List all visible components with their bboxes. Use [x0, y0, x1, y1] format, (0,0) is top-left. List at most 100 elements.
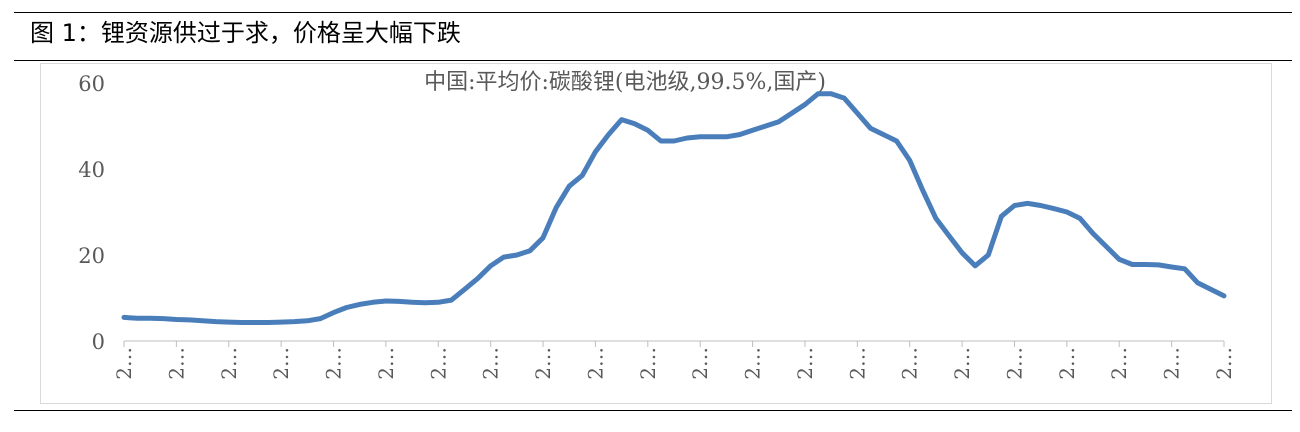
x-tick-label: 2…: [1160, 347, 1184, 380]
data-point: [1157, 263, 1160, 267]
x-tick-label: 2…: [531, 347, 555, 380]
data-point: [148, 316, 152, 320]
data-point: [410, 300, 414, 304]
data-point: [1065, 210, 1069, 214]
data-point: [882, 133, 885, 137]
data-point: [1091, 232, 1095, 235]
data-point: [174, 318, 178, 321]
data-point: [567, 184, 571, 188]
data-point: [698, 135, 702, 139]
data-point: [724, 135, 728, 139]
title-rule: [14, 60, 1292, 61]
y-tick-label: 60: [78, 72, 105, 96]
data-point: [620, 118, 624, 122]
data-point: [476, 277, 480, 281]
x-tick-label: 2…: [741, 347, 765, 380]
data-point: [986, 253, 990, 257]
data-point: [921, 189, 925, 192]
x-tick-label: 2…: [1212, 347, 1236, 380]
data-point: [541, 236, 545, 240]
data-point: [214, 320, 218, 324]
x-tick-label: 2…: [374, 347, 398, 380]
data-point: [868, 126, 872, 130]
x-tick-label: 2…: [950, 347, 974, 380]
x-tick-label: 2…: [164, 347, 188, 380]
data-point: [633, 122, 637, 126]
data-point: [842, 96, 846, 100]
data-point: [292, 320, 296, 324]
series-group: [121, 91, 1227, 325]
data-point: [463, 287, 466, 291]
data-point: [135, 316, 139, 320]
x-tick-label: 2…: [112, 347, 136, 380]
data-point: [161, 317, 165, 321]
x-tick-label: 2…: [898, 347, 922, 380]
data-point: [1104, 244, 1108, 248]
data-point: [829, 92, 833, 96]
data-point: [188, 318, 191, 322]
data-point: [253, 321, 257, 324]
x-axis-labels: 2… 2… 2… 2… 2… 2… 2… 2… 2… 2… 2… 2… 2… 2… 2… 2… 2… 2… 2… 2……: [112, 347, 1236, 380]
data-point: [1078, 216, 1082, 220]
data-point: [659, 139, 663, 143]
data-point: [751, 128, 755, 132]
y-tick-label: 0: [92, 330, 105, 354]
data-point: [685, 136, 689, 140]
data-point: [738, 133, 741, 137]
x-tick-label: 2…: [217, 347, 241, 380]
data-point: [397, 299, 401, 303]
figure-title: 图 1：锂资源供过于求，价格呈大幅下跌: [30, 19, 461, 47]
chart-frame: [40, 63, 1272, 404]
data-point: [1117, 257, 1121, 261]
data-point: [371, 300, 375, 304]
data-point: [960, 251, 964, 255]
x-tick-label: 2…: [426, 347, 450, 380]
data-point: [593, 150, 597, 154]
data-point: [449, 298, 453, 302]
data-point: [1013, 204, 1016, 207]
data-point: [266, 321, 270, 324]
data-point: [1052, 207, 1056, 211]
data-point: [580, 173, 584, 177]
data-point: [672, 139, 676, 143]
data-point: [607, 133, 610, 137]
data-point: [240, 321, 244, 324]
x-axis-ticks: [123, 341, 1225, 347]
data-point: [515, 253, 519, 257]
x-tick-label: 2…: [636, 347, 660, 380]
x-tick-label: 2…: [322, 347, 346, 380]
data-point: [423, 301, 427, 305]
data-point: [908, 158, 912, 162]
x-tick-label: 2…: [269, 347, 293, 380]
x-tick-label: 2…: [793, 347, 817, 380]
data-point: [279, 320, 283, 324]
data-point: [489, 264, 493, 268]
data-point: [358, 302, 362, 306]
x-tick-label: 2…: [1107, 347, 1131, 380]
data-point: [201, 319, 205, 323]
data-point: [502, 255, 506, 259]
data-point: [711, 135, 715, 139]
data-point: [345, 306, 349, 309]
data-point: [895, 139, 899, 143]
data-point: [1170, 265, 1174, 269]
data-point: [973, 264, 977, 268]
data-point: [855, 111, 859, 115]
y-tick-label: 40: [78, 158, 105, 182]
data-point: [1183, 267, 1187, 271]
data-point: [1026, 201, 1030, 205]
data-point: [790, 111, 794, 115]
data-point: [1209, 287, 1213, 291]
data-point: [1039, 204, 1043, 207]
data-point: [1130, 263, 1134, 266]
data-point: [1222, 294, 1226, 298]
x-tick-label: 2…: [479, 347, 503, 380]
x-tick-label: 2…: [1002, 347, 1026, 380]
data-point: [305, 319, 309, 323]
data-point: [999, 214, 1003, 218]
data-point: [816, 92, 820, 96]
x-tick-label: 2…: [688, 347, 712, 380]
x-tick-label: 2…: [583, 347, 607, 380]
data-point: [947, 234, 951, 238]
